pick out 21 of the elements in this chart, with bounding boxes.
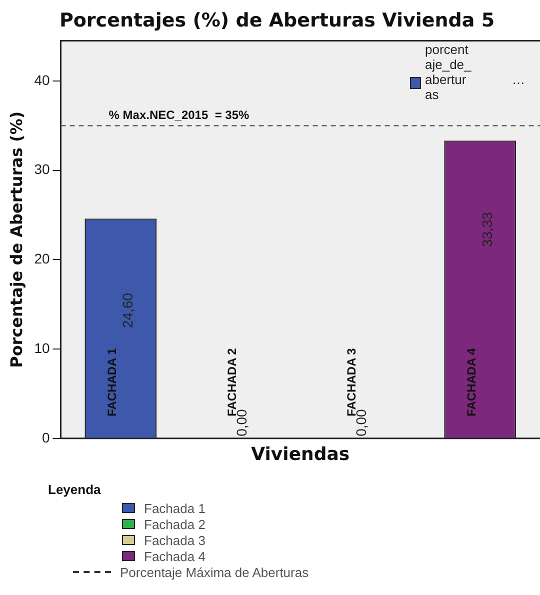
data-label: 24,60 <box>120 292 136 328</box>
x-axis-title: Viviendas <box>251 444 350 465</box>
y-tick-label: 0 <box>42 429 50 446</box>
annotation: … <box>512 72 525 87</box>
chart-title: Porcentajes (%) de Aberturas Vivienda 5 <box>59 9 495 32</box>
annotation: porcentaje_de_aberturas <box>425 42 472 102</box>
legend-title: Leyenda <box>48 482 102 497</box>
y-tick-label: 40 <box>34 72 50 88</box>
ref-line-label: % Max.NEC_2015 = 35% <box>108 108 250 122</box>
legend-label: Fachada 4 <box>144 548 206 564</box>
y-tick-label: 20 <box>34 250 50 267</box>
legend-label: Fachada 2 <box>144 516 206 532</box>
legend-label: Fachada 3 <box>144 532 206 548</box>
x-tick-label: FACHADA 1 <box>104 348 119 416</box>
y-tick-label: 10 <box>34 340 50 356</box>
y-axis-title: Porcentaje de Aberturas (%) <box>6 111 26 368</box>
legend-label: Fachada 1 <box>144 500 206 516</box>
text: Porcentaje Máxima de Aberturas <box>120 564 309 580</box>
x-tick-label: FACHADA 4 <box>464 348 478 416</box>
y-tick-label: 30 <box>34 161 50 178</box>
data-label: 33,33 <box>478 212 495 248</box>
